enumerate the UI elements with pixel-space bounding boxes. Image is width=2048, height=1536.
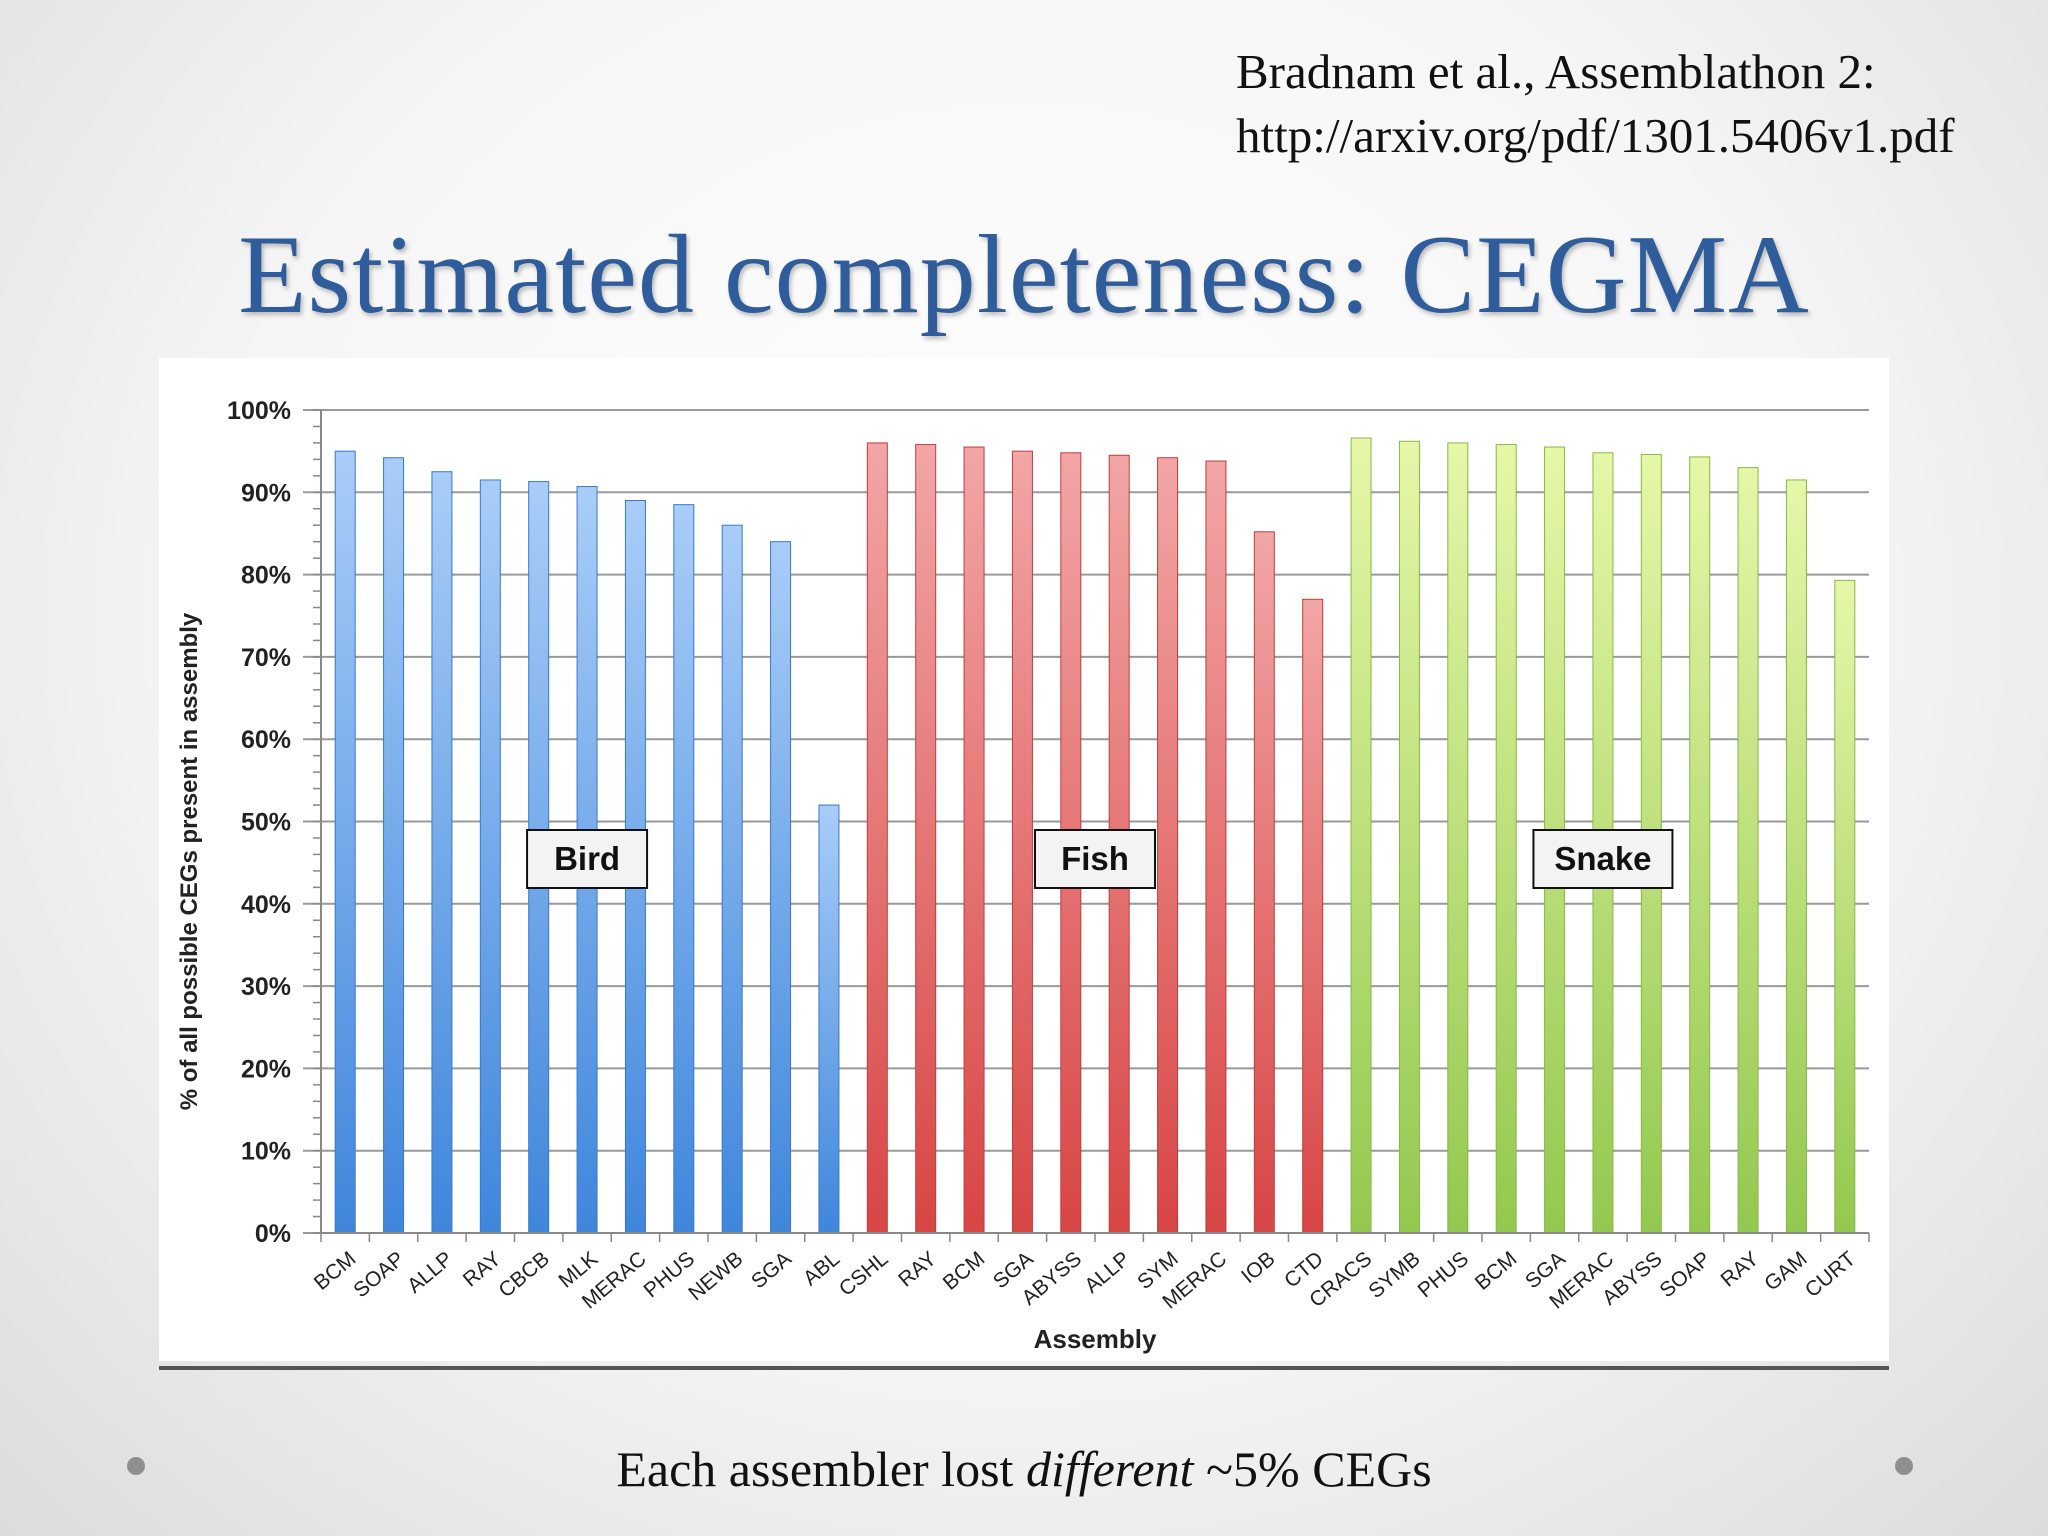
bar [866,442,888,1234]
citation-url[interactable]: http://arxiv.org/pdf/1301.5406v1.pdf [1236,108,1955,163]
bar [1689,456,1711,1234]
y-tick-label: 40% [241,891,291,919]
bar [915,444,937,1234]
y-tick-label: 50% [241,809,291,837]
footer-text-emphasis: different [1025,1441,1194,1497]
bar [721,524,743,1234]
x-tick-label: ALLP [403,1247,457,1298]
chart-bottom-rule [159,1366,1889,1370]
bar [1350,437,1372,1234]
footer-text-pre: Each assembler lost [616,1441,1026,1497]
footer-note: Each assembler lost different ~5% CEGs [0,1440,2048,1498]
group-label-bird: Bird [554,840,620,877]
bar [1205,460,1227,1234]
bar [1495,444,1517,1234]
y-tick-label: 30% [241,973,291,1001]
group-label-fish: Fish [1061,840,1129,877]
bar [431,471,453,1234]
x-tick-label: BCM [939,1247,990,1295]
y-tick-label: 70% [241,644,291,672]
x-tick-label: BCM [1471,1247,1522,1295]
chart-panel: 0% 10% 20% 30% 40% 50% 60% 70% 80% 90% 100% BCM SOAP… [159,358,1889,1361]
right-bullet-dot [1895,1457,1913,1475]
y-tick-label: 20% [241,1055,291,1083]
y-tick-label: 100% [227,397,291,425]
bar [1011,450,1033,1234]
bar [479,479,501,1234]
x-tick-label: PHUS [1414,1247,1473,1302]
bar [1785,479,1807,1234]
bar [770,541,792,1234]
citation-authors: Bradnam et al., Assemblathon 2: [1236,44,1876,99]
x-tick-label: SOAP [1655,1247,1714,1302]
x-tick-label: CURT [1801,1247,1860,1302]
y-tick-label: 90% [241,479,291,507]
cegma-bar-chart: 0% 10% 20% 30% 40% 50% 60% 70% 80% 90% 100% BCM SOAP… [176,397,1870,1354]
y-axis-title: % of all possible CEGs present in assemb… [176,612,203,1110]
bar [383,457,405,1234]
bar [1253,531,1275,1234]
x-tick-label: IOB [1237,1247,1280,1288]
y-tick-label: 80% [241,562,291,590]
group-label-snake: Snake [1554,840,1651,877]
x-tick-label: SGA [747,1247,796,1293]
x-tick-label: SYMB [1364,1247,1424,1303]
x-tick-label: CBCB [494,1247,553,1302]
bar [1834,579,1856,1234]
bar [1398,440,1420,1234]
x-tick-label: RAY [1717,1247,1764,1291]
citation: Bradnam et al., Assemblathon 2: http://a… [1236,40,1955,168]
x-tick-label: CSHL [835,1247,893,1301]
x-tick-label: NEWB [684,1247,747,1305]
group-label-box [1532,829,1674,889]
y-tick-label: 10% [241,1138,291,1166]
bar [818,804,840,1234]
bar [963,446,985,1234]
axes [313,409,1870,1242]
left-bullet-dot [127,1457,145,1475]
y-tick-label: 0% [255,1220,291,1248]
x-tick-label: SOAP [349,1247,408,1302]
y-tick-label: 60% [241,726,291,754]
x-tick-label: ALLP [1080,1247,1134,1298]
x-tick-label: RAY [894,1247,941,1291]
bar [1737,467,1759,1234]
group-label-box [526,829,649,889]
slide-title: Estimated completeness: CEGMA [238,213,1810,337]
bar [1447,442,1469,1234]
bar [334,450,356,1234]
footer-text-post: ~5% CEGs [1193,1441,1432,1497]
bar [1302,598,1324,1234]
bar [1157,457,1179,1234]
group-label-box [1034,829,1156,889]
bar [673,504,695,1234]
x-axis-title: Assembly [1034,1324,1157,1354]
